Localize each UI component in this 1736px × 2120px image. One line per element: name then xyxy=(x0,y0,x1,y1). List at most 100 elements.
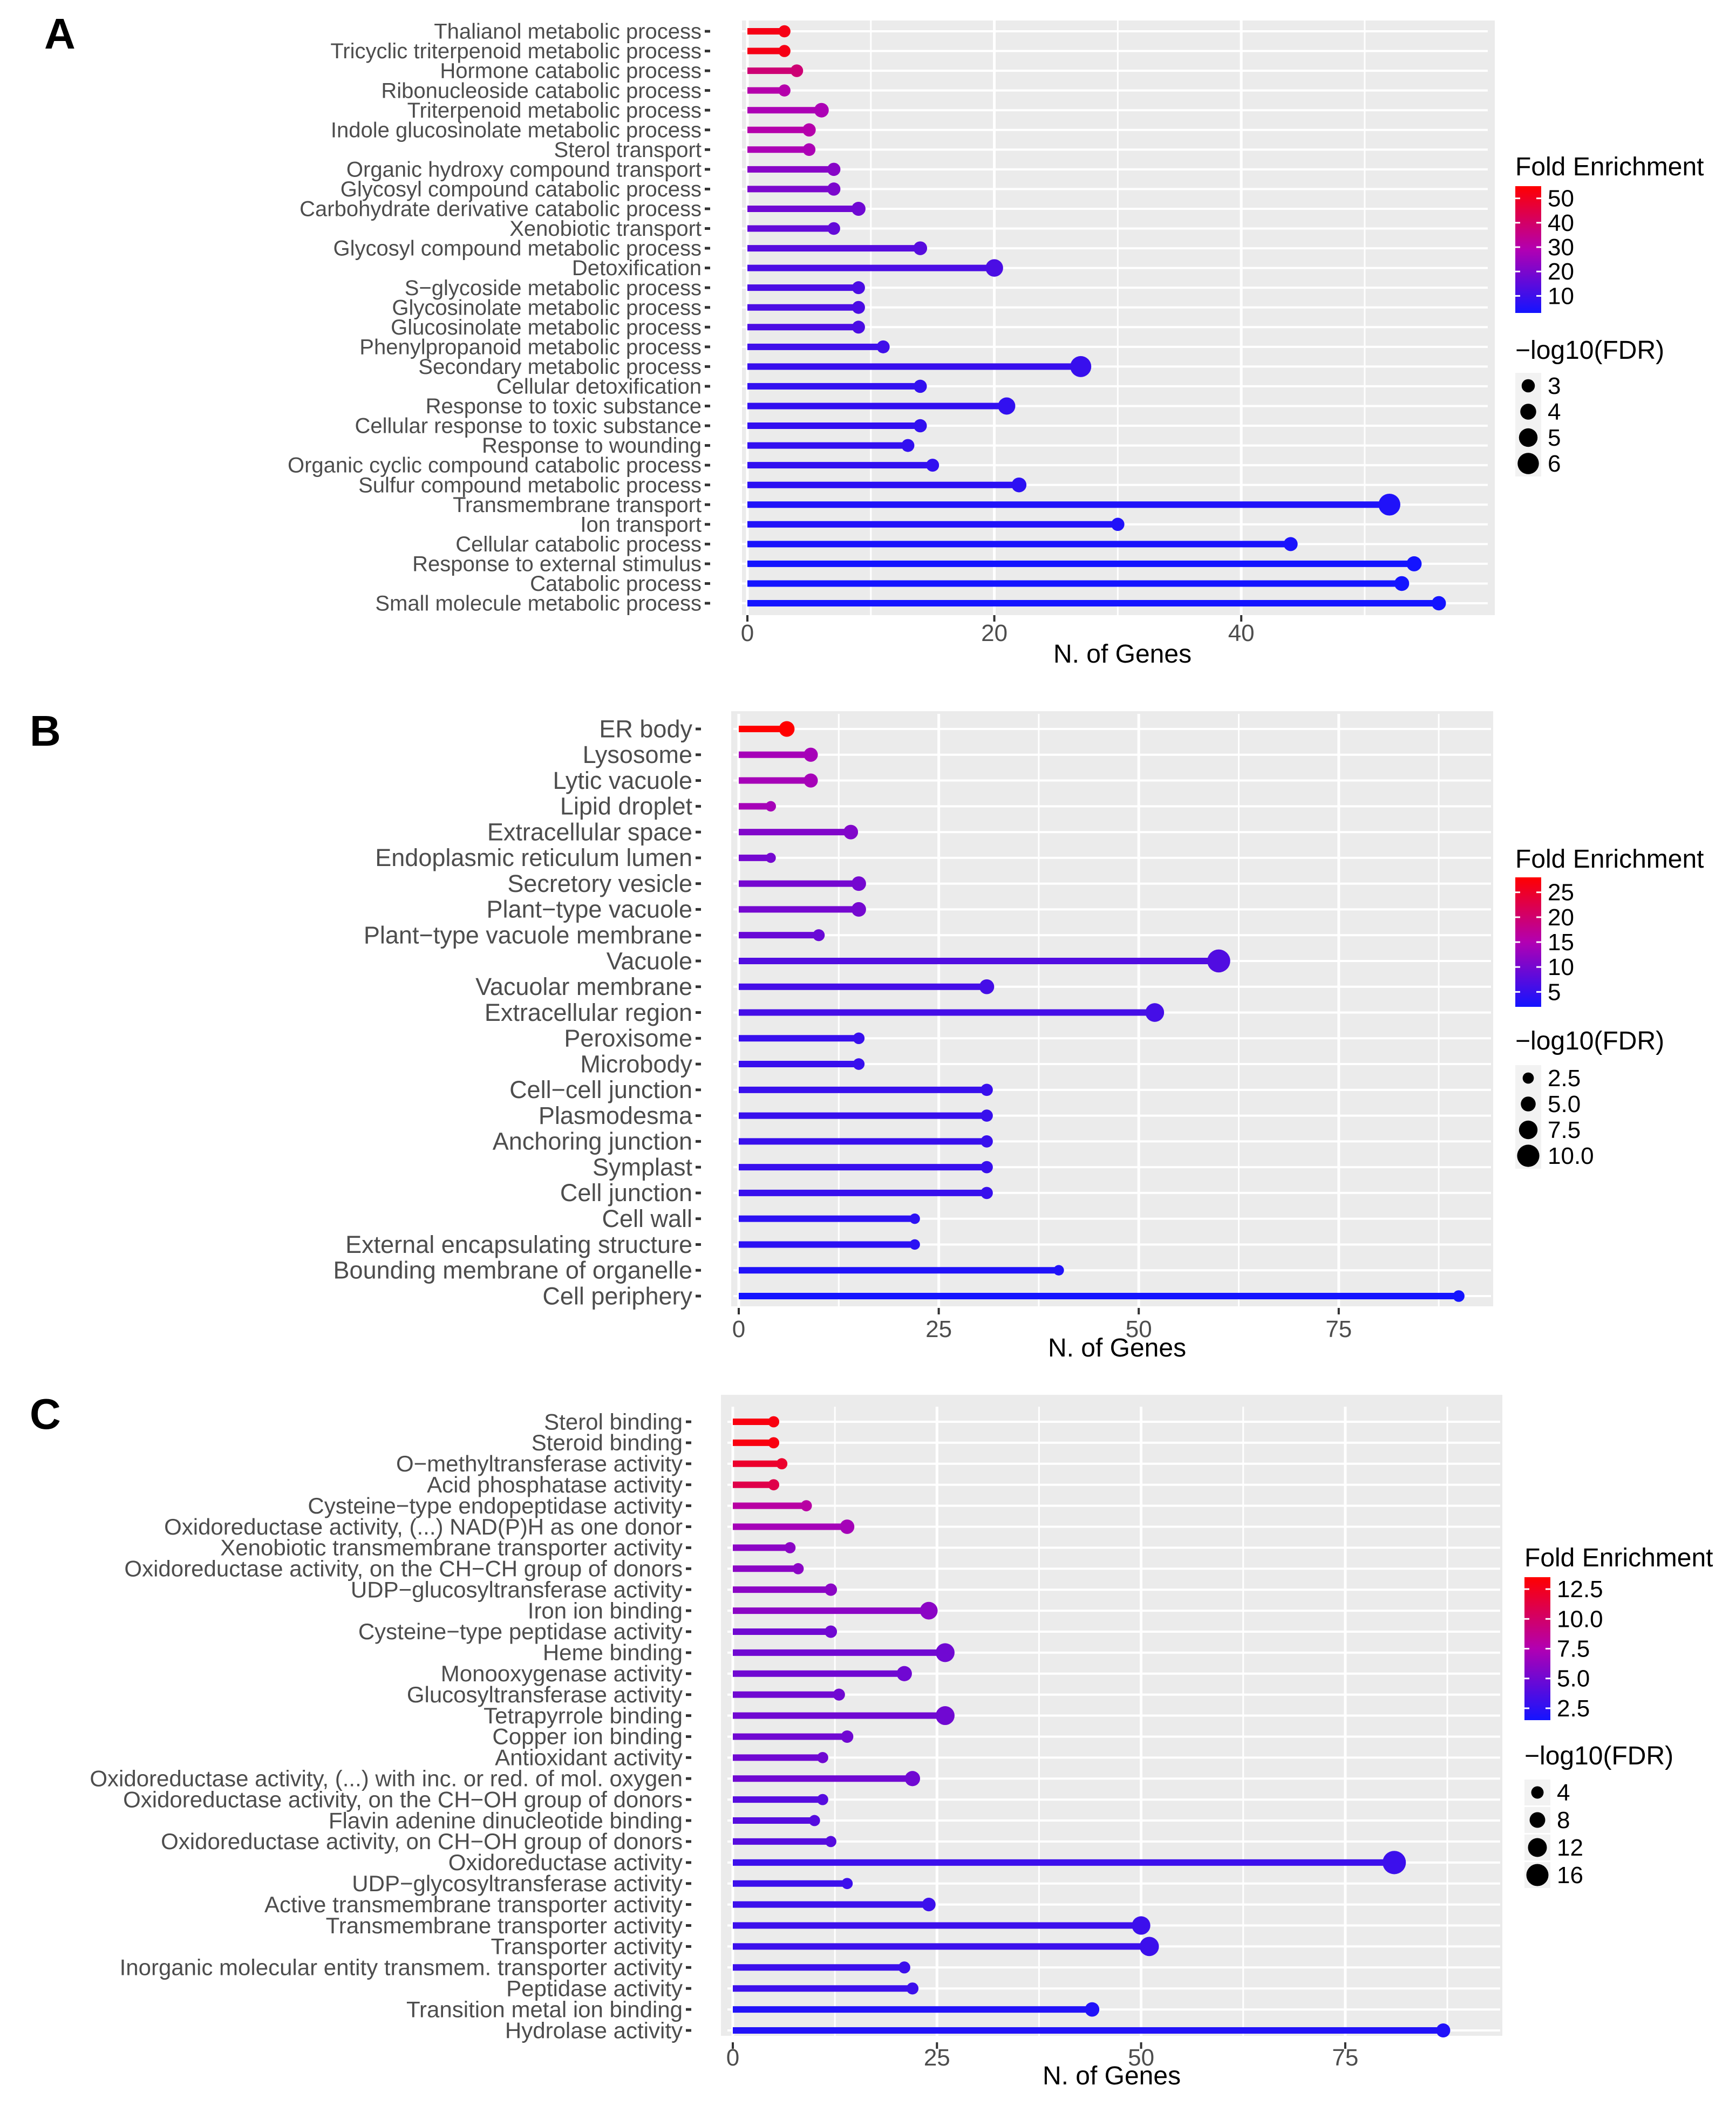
panel-a-category-label: Sterol transport xyxy=(554,138,702,162)
panel-c-size-legend-dot xyxy=(1531,1786,1544,1799)
panel-b-lollipop-head xyxy=(853,1058,865,1070)
panel-c-category-label: UDP−glycosyltransferase activity xyxy=(352,1871,683,1896)
panel-c-category-label: Oxidoreductase activity, (...) with inc.… xyxy=(90,1766,683,1791)
panel-b-category-label: Anchoring junction xyxy=(493,1128,692,1155)
panel-b-size-legend-title: −log10(FDR) xyxy=(1515,1027,1664,1055)
panel-b-category-label: Plant−type vacuole xyxy=(486,896,692,923)
panel-b-category-label: Peroxisome xyxy=(564,1025,692,1052)
panel-a-category-label: Response to toxic substance xyxy=(426,394,702,418)
panel-b-x-axis: 0 25 50 75 xyxy=(732,1308,1352,1342)
panel-c-lollipop-head xyxy=(768,1416,780,1428)
panel-a-category-label: Transmembrane transport xyxy=(453,493,702,517)
panel-c-size-legend-title: −log10(FDR) xyxy=(1524,1742,1673,1770)
panel-b-x-tick-label: 75 xyxy=(1325,1316,1352,1342)
panel-b-plot-background xyxy=(731,711,1493,1306)
panel-b-colorbar-tick-label: 15 xyxy=(1548,929,1574,956)
panel-b-category-label: Bounding membrane of organelle xyxy=(333,1257,692,1284)
panel-a-size-legend-dot xyxy=(1517,453,1539,474)
panel-a-size-legend-label: 3 xyxy=(1548,373,1561,399)
panel-c-category-label: Oxidoreductase activity, on the CH−OH gr… xyxy=(123,1787,683,1812)
panel-c-lollipop-head xyxy=(817,1794,828,1805)
panel-a-category-label: Cellular response to toxic substance xyxy=(355,414,702,438)
panel-b-category-label: Cell junction xyxy=(560,1179,692,1206)
panel-b-category-label: Microbody xyxy=(580,1050,692,1078)
panel-b-lollipop-head xyxy=(853,1032,865,1045)
panel-a-lollipop-head xyxy=(914,419,927,433)
panel-c-category-label: O−methyltransferase activity xyxy=(396,1451,683,1476)
panel-a-category-label: Cellular catabolic process xyxy=(455,533,702,556)
panel-a-lollipop-head xyxy=(790,64,804,77)
panel-a-gridlines xyxy=(742,16,1488,615)
panel-a-lollipop-head xyxy=(778,84,791,97)
panel-b-lollipop-head xyxy=(981,1135,993,1148)
panel-c-legend: Fold Enrichment 12.5 10.0 7.5 5.0 2.5 −log10… xyxy=(1524,1544,1713,1889)
panel-b-category-label: Cell wall xyxy=(602,1205,692,1232)
panel-c-category-label: Peptidase activity xyxy=(506,1975,683,2001)
panel-c-size-legend-dot xyxy=(1529,1812,1546,1828)
panel-c-color-legend-title: Fold Enrichment xyxy=(1524,1544,1713,1572)
panel-c-size-legend-label: 8 xyxy=(1557,1807,1570,1833)
panel-a-lollipop-head xyxy=(1011,477,1027,493)
panel-c-lollipop-head xyxy=(1383,1851,1406,1874)
panel-a-size-legend-dot xyxy=(1520,404,1536,420)
panel-b-lollipop-head xyxy=(1207,949,1230,973)
panel-a-category-label: Response to wounding xyxy=(482,434,702,458)
panel-c-colorbar-tick-label: 10.0 xyxy=(1557,1606,1603,1632)
panel-b-colorbar-tick-label: 20 xyxy=(1548,904,1574,931)
panel-c-size-legend-dot xyxy=(1526,1864,1549,1886)
panel-b-lollipop-head xyxy=(765,801,776,812)
panel-c-lollipop-head xyxy=(768,1479,780,1491)
panel-c-lollipop-head xyxy=(906,1982,919,1995)
panel-c-colorbar-tick-label: 12.5 xyxy=(1557,1576,1603,1603)
panel-b-lollipop-head xyxy=(843,824,859,840)
panel-a-category-label: Ribonucleoside catabolic process xyxy=(381,79,702,103)
panel-c-size-legend-label: 12 xyxy=(1557,1835,1583,1861)
panel-a-colorbar-tick-label: 40 xyxy=(1548,210,1574,236)
panel-a-lollipop-head xyxy=(913,241,928,255)
panel-c-lollipop-head xyxy=(896,1666,912,1681)
panel-a-x-axis: 0 20 40 xyxy=(741,615,1255,646)
panel-b-size-legend-dot xyxy=(1522,1072,1534,1084)
panel-b-size-legend-label: 10.0 xyxy=(1548,1143,1594,1169)
panel-a-category-label: Glucosinolate metabolic process xyxy=(391,316,702,339)
panel-a-lollipop-head xyxy=(778,45,791,57)
panel-c-lollipop-head xyxy=(792,1563,804,1574)
panel-b-lollipop-head xyxy=(851,876,866,891)
panel-b-colorbar-tick-label: 25 xyxy=(1548,880,1574,906)
panel-c-category-label: Acid phosphatase activity xyxy=(427,1472,683,1497)
panel-c-x-axis-title: N. of Genes xyxy=(1043,2062,1181,2090)
panel-b-lollipop-head xyxy=(981,1161,993,1174)
panel-b-lollipop-head xyxy=(1453,1290,1465,1302)
panel-c-category-label: Cysteine−type endopeptidase activity xyxy=(308,1493,683,1518)
panel-a-category-label: Hormone catabolic process xyxy=(440,59,702,83)
panel-b-size-legend-label: 2.5 xyxy=(1548,1065,1581,1092)
panel-c-lollipop-head xyxy=(1436,2023,1451,2037)
panel-b-category-label: Vacuolar membrane xyxy=(475,973,692,1000)
panel-a-lollipop-head xyxy=(926,459,940,472)
panel-b-category-label: Plasmodesma xyxy=(539,1102,693,1129)
panel-b-lollipop-head xyxy=(779,721,795,737)
panel-c-colorbar-tick-label: 2.5 xyxy=(1557,1695,1590,1722)
panel-c-category-label: UDP−glucosyltransferase activity xyxy=(351,1577,683,1602)
panel-b-category-label: Secretory vesicle xyxy=(507,870,692,897)
panel-a-lollipop-head xyxy=(814,103,829,118)
panel-b-category-label: ER body xyxy=(599,715,692,742)
panel-c-lollipop-head xyxy=(841,1730,854,1743)
panel-c-lollipop-head xyxy=(922,1897,936,1912)
panel-a-category-label: S−glycoside metabolic process xyxy=(405,276,702,300)
panel-c-lollipop-head xyxy=(768,1437,780,1449)
panel-c-lollipop-head xyxy=(800,1500,812,1511)
panel-c-x-tick-label: 50 xyxy=(1128,2044,1154,2071)
panel-c-category-label: Cysteine−type peptidase activity xyxy=(358,1619,683,1644)
panel-a-category-label: Organic hydroxy compound transport xyxy=(346,158,702,181)
panel-b-lollipop-head xyxy=(813,929,825,942)
panel-a-size-legend-title: −log10(FDR) xyxy=(1515,336,1664,365)
panel-a-color-legend-title: Fold Enrichment xyxy=(1515,153,1704,181)
panel-b-x-tick-label: 25 xyxy=(925,1316,952,1342)
panel-c-lollipop-head xyxy=(904,1771,921,1787)
panel-a-lollipop-head xyxy=(1406,556,1422,571)
panel-c-category-label: Steroid binding xyxy=(532,1430,683,1455)
